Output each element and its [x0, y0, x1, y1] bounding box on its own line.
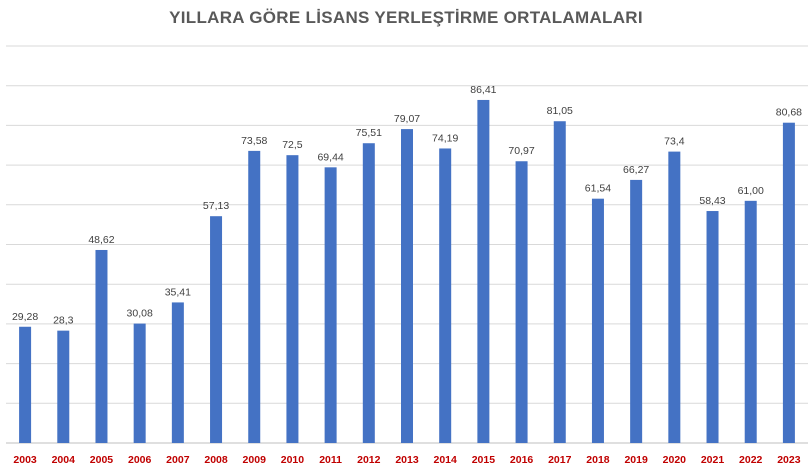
- bar-2021: [706, 211, 719, 443]
- x-tick-2017: 2017: [548, 454, 572, 466]
- x-tick-2013: 2013: [395, 454, 419, 466]
- x-tick-2014: 2014: [434, 454, 458, 466]
- x-tick-2011: 2011: [319, 454, 342, 466]
- value-label-2014: 74,19: [432, 132, 458, 144]
- value-label-2009: 73,58: [241, 135, 267, 147]
- x-tick-2007: 2007: [166, 454, 190, 466]
- bars: [19, 99, 795, 444]
- bar-2009: [248, 150, 261, 444]
- bar-2011: [324, 167, 337, 444]
- value-label-2010: 72,5: [282, 139, 303, 151]
- bar-2003: [19, 326, 32, 443]
- x-tick-2018: 2018: [586, 454, 610, 466]
- value-label-2018: 61,54: [585, 183, 611, 195]
- bar-2008: [210, 216, 223, 443]
- bar-2014: [439, 148, 452, 443]
- value-label-2003: 29,28: [12, 311, 38, 323]
- chart-title: YILLARA GÖRE LİSANS YERLEŞTİRME ORTALAMA…: [169, 8, 643, 27]
- bar-2022: [744, 200, 757, 443]
- x-tick-2003: 2003: [13, 454, 37, 466]
- value-labels: 29,28 28,3 48,62 30,08 35,41 57,13 73,58 72,5 69…: [12, 84, 802, 327]
- x-tick-2006: 2006: [128, 454, 152, 466]
- x-tick-2012: 2012: [357, 454, 381, 466]
- bar-2005: [95, 249, 108, 443]
- bar-2017: [553, 121, 566, 443]
- x-tick-2009: 2009: [243, 454, 267, 466]
- value-label-2020: 73,4: [664, 136, 685, 148]
- value-label-2016: 70,97: [508, 145, 534, 157]
- bar-2023: [782, 122, 795, 443]
- x-tick-2015: 2015: [472, 454, 496, 466]
- value-label-2008: 57,13: [203, 200, 229, 212]
- value-label-2007: 35,41: [165, 286, 191, 298]
- bar-2013: [401, 129, 413, 443]
- x-tick-2008: 2008: [204, 454, 228, 466]
- value-label-2022: 61,00: [738, 185, 764, 197]
- value-label-2006: 30,08: [127, 308, 153, 320]
- bar-2016: [515, 161, 528, 444]
- bar-2015: [477, 99, 490, 443]
- value-label-2004: 28,3: [53, 315, 74, 327]
- value-label-2017: 81,05: [547, 105, 573, 117]
- x-tick-2010: 2010: [281, 454, 305, 466]
- x-tick-2016: 2016: [510, 454, 534, 466]
- value-label-2021: 58,43: [699, 195, 725, 207]
- value-label-2013: 79,07: [394, 113, 420, 125]
- value-label-2011: 69,44: [317, 151, 343, 163]
- bar-2020: [668, 151, 681, 444]
- x-tick-2021: 2021: [701, 454, 725, 466]
- value-label-2023: 80,68: [776, 107, 802, 119]
- bar-2004: [57, 330, 70, 443]
- bar-2010: [286, 155, 299, 444]
- value-label-2015: 86,41: [470, 84, 496, 96]
- bar-2012: [362, 143, 375, 444]
- bar-2019: [630, 179, 643, 444]
- x-tick-2022: 2022: [739, 454, 763, 466]
- x-tick-2005: 2005: [90, 454, 114, 466]
- x-tick-2023: 2023: [777, 454, 801, 466]
- bar-2006: [133, 323, 146, 443]
- value-label-2012: 75,51: [356, 127, 382, 139]
- bar-2018: [591, 198, 604, 443]
- x-tick-labels: 2003 2004 2005 2006 2007 2008 2009 2010 2011 2012…: [13, 454, 800, 466]
- x-tick-2020: 2020: [663, 454, 687, 466]
- value-label-2019: 66,27: [623, 164, 649, 176]
- x-tick-2019: 2019: [624, 454, 648, 466]
- bar-2007: [171, 302, 184, 443]
- value-label-2005: 48,62: [88, 234, 114, 246]
- x-tick-2004: 2004: [52, 454, 76, 466]
